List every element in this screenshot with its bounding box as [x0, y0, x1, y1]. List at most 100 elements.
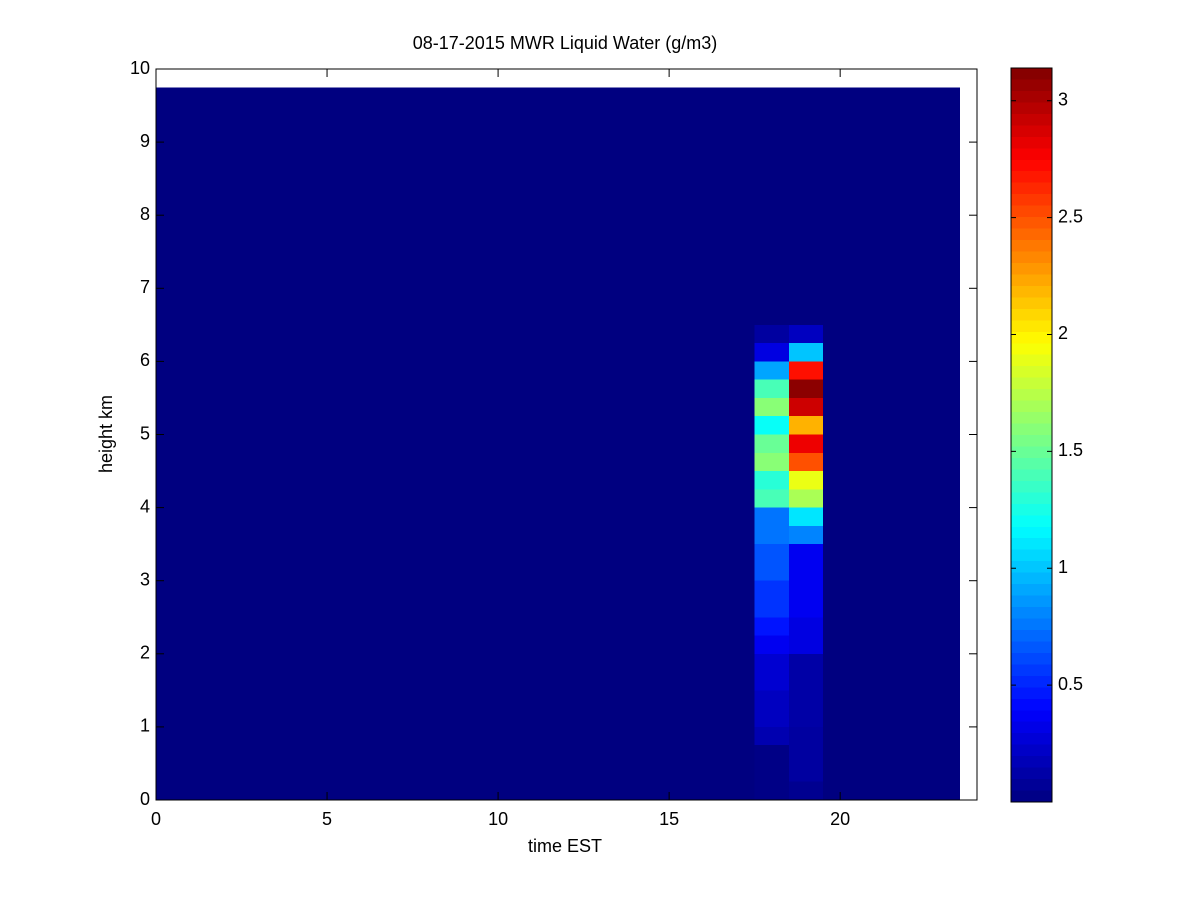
- colorbar-swatch: [1011, 79, 1052, 91]
- colorbar-box: [1010, 67, 1053, 803]
- colorbar-swatch: [1011, 480, 1052, 493]
- colorbar-swatch: [1011, 251, 1052, 263]
- cell: [754, 434, 789, 453]
- cell: [788, 87, 824, 325]
- cell: [788, 434, 824, 453]
- cell: [788, 708, 824, 727]
- x-tick-label: 5: [322, 809, 332, 829]
- cell: [156, 416, 755, 435]
- cell: [754, 324, 789, 344]
- cell: [788, 690, 824, 709]
- colorbar-swatch: [1011, 492, 1052, 504]
- colorbar-swatch: [1011, 572, 1052, 585]
- cell: [823, 343, 960, 362]
- cell: [754, 653, 789, 673]
- cell: [156, 544, 755, 563]
- cell: [823, 507, 960, 526]
- cell: [788, 598, 824, 618]
- colorbar-swatch: [1011, 354, 1052, 367]
- cell: [823, 726, 960, 746]
- colorbar-swatch: [1011, 136, 1052, 149]
- cell: [754, 452, 789, 472]
- colorbar-swatch: [1011, 515, 1052, 527]
- colorbar-tick-label: 2: [1058, 323, 1068, 343]
- cell: [156, 507, 755, 526]
- colorbar-swatch: [1011, 652, 1052, 665]
- y-tick-label: 9: [140, 131, 150, 151]
- cell: [754, 397, 789, 417]
- colorbar-swatch: [1011, 377, 1052, 390]
- cell: [156, 343, 755, 362]
- colorbar-swatch: [1011, 228, 1052, 241]
- cell: [788, 562, 824, 581]
- cell: [156, 635, 755, 654]
- colorbar-swatch: [1011, 320, 1052, 332]
- cell: [823, 397, 960, 417]
- cell: [788, 507, 824, 526]
- colorbar-swatch: [1011, 435, 1052, 447]
- colorbar-swatch: [1011, 113, 1052, 126]
- cell: [754, 343, 789, 362]
- colorbar-swatch: [1011, 469, 1052, 481]
- colorbar-swatch: [1011, 503, 1052, 516]
- cell: [156, 653, 755, 673]
- colorbar-swatch: [1011, 182, 1052, 195]
- cell: [754, 708, 789, 727]
- cell: [788, 416, 824, 435]
- colorbar-swatch: [1011, 240, 1052, 252]
- cell: [156, 471, 755, 490]
- cell: [156, 324, 755, 344]
- colorbar-swatch: [1011, 274, 1052, 286]
- heatmap: [156, 87, 960, 800]
- cell: [788, 763, 824, 782]
- cell: [823, 635, 960, 654]
- cell: [156, 580, 755, 599]
- colorbar-swatch: [1011, 526, 1052, 539]
- cell: [156, 672, 755, 691]
- cell: [823, 653, 960, 673]
- colorbar-swatch: [1011, 790, 1052, 802]
- x-tick-label: 0: [151, 809, 161, 829]
- cell: [156, 598, 755, 618]
- colorbar-swatch: [1011, 171, 1052, 183]
- cell: [156, 781, 755, 800]
- colorbar-tick-label: 1: [1058, 557, 1068, 577]
- cell: [754, 507, 789, 526]
- cell: [754, 690, 789, 709]
- colorbar-swatch: [1011, 767, 1052, 780]
- cell: [823, 434, 960, 453]
- cell: [788, 726, 824, 746]
- colorbar-swatch: [1011, 710, 1052, 722]
- cell: [823, 416, 960, 435]
- cell: [788, 525, 824, 545]
- colorbar-swatch: [1011, 366, 1052, 378]
- y-axis-label: height km: [96, 395, 116, 473]
- cell: [823, 580, 960, 599]
- cell: [754, 726, 789, 746]
- colorbar-tick-label: 0.5: [1058, 674, 1083, 694]
- cell: [788, 653, 824, 673]
- colorbar-swatch: [1011, 423, 1052, 435]
- colorbar-swatch: [1011, 102, 1052, 114]
- colorbar-swatch: [1011, 400, 1052, 413]
- y-tick-label: 7: [140, 277, 150, 297]
- colorbar-swatch: [1011, 675, 1052, 688]
- cell: [754, 617, 789, 636]
- colorbar-swatch: [1011, 262, 1052, 275]
- colorbar-swatch: [1011, 687, 1052, 699]
- colorbar-swatch: [1011, 297, 1052, 309]
- cell: [156, 708, 755, 727]
- colorbar-swatch: [1011, 194, 1052, 206]
- x-tick-label: 10: [488, 809, 508, 829]
- cell: [156, 617, 755, 636]
- colorbar-swatch: [1011, 744, 1052, 757]
- cell: [788, 745, 824, 764]
- colorbar-swatch: [1011, 159, 1052, 172]
- cell: [156, 726, 755, 746]
- cell: [823, 544, 960, 563]
- cell: [823, 525, 960, 545]
- cell: [788, 635, 824, 654]
- colorbar: [1011, 68, 1052, 802]
- cell: [788, 397, 824, 417]
- cell: [823, 708, 960, 727]
